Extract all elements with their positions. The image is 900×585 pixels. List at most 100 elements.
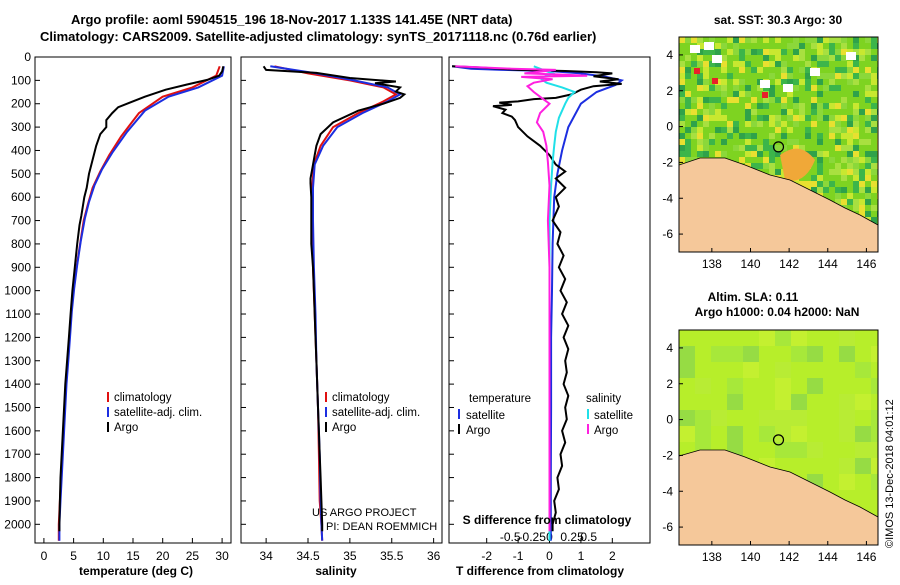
map-ytick-label: -2 xyxy=(662,155,673,169)
field-cell xyxy=(727,73,733,79)
field-cell xyxy=(775,330,791,346)
field-cell xyxy=(769,133,775,139)
field-cell xyxy=(781,67,787,73)
field-cell xyxy=(703,121,709,127)
field-cell xyxy=(807,378,823,394)
field-cell xyxy=(691,109,697,115)
warm-cell xyxy=(762,92,768,98)
xtick-label: 30 xyxy=(215,549,229,563)
field-cell xyxy=(811,109,817,115)
field-cell xyxy=(865,169,871,175)
field-cell xyxy=(841,37,847,43)
field-cell xyxy=(841,145,847,151)
field-cell xyxy=(781,103,787,109)
field-cell xyxy=(841,169,847,175)
xtick-label: 34.5 xyxy=(296,549,320,563)
field-cell xyxy=(829,169,835,175)
field-cell xyxy=(871,426,878,442)
field-cell xyxy=(793,97,799,103)
field-cell xyxy=(751,163,757,169)
field-cell xyxy=(829,181,835,187)
field-cell xyxy=(847,157,853,163)
field-cell xyxy=(859,169,865,175)
temperature-frame xyxy=(34,56,232,544)
field-cell xyxy=(871,217,877,223)
field-cell xyxy=(847,151,853,157)
map-ytick-label: -6 xyxy=(662,520,673,534)
field-cell xyxy=(817,109,823,115)
field-cell xyxy=(817,175,823,181)
field-cell xyxy=(791,330,807,346)
field-cell xyxy=(757,115,763,121)
field-cell xyxy=(811,43,817,49)
field-cell xyxy=(751,97,757,103)
field-cell xyxy=(799,109,805,115)
argo-position-marker xyxy=(772,434,785,446)
field-cell xyxy=(871,187,877,193)
sst-map-title: sat. SST: 30.3 Argo: 30 xyxy=(714,13,843,27)
field-cell xyxy=(769,169,775,175)
temperature-axis-label: temperature (deg C) xyxy=(79,564,193,578)
field-cell xyxy=(715,97,721,103)
field-cell xyxy=(709,139,715,145)
field-cell xyxy=(853,157,859,163)
field-cell xyxy=(733,79,739,85)
field-cell xyxy=(835,115,841,121)
field-cell xyxy=(721,67,727,73)
field-cell xyxy=(697,151,703,157)
field-cell xyxy=(811,103,817,109)
field-cell xyxy=(745,133,751,139)
field-cell xyxy=(811,175,817,181)
field-cell xyxy=(871,91,877,97)
field-cell xyxy=(871,109,877,115)
field-cell xyxy=(775,97,781,103)
xtick-label: 35.5 xyxy=(380,549,404,563)
field-cell xyxy=(817,79,823,85)
field-cell xyxy=(871,37,877,43)
field-cell xyxy=(839,410,855,426)
field-cell xyxy=(855,394,871,410)
field-cell xyxy=(727,49,733,55)
field-cell xyxy=(751,67,757,73)
field-cell xyxy=(679,85,685,91)
field-cell xyxy=(871,43,877,49)
field-cell xyxy=(763,49,769,55)
xtick-label: 35 xyxy=(343,549,357,563)
field-cell xyxy=(685,97,691,103)
field-cell xyxy=(799,145,805,151)
field-cell xyxy=(691,37,697,43)
field-cell xyxy=(823,103,829,109)
sla-map: 138 140 142 144 146 4 2 0 -2 -4 -6 xyxy=(662,329,879,564)
temperature-line-2 xyxy=(58,66,225,532)
ytick-label: 1400 xyxy=(4,377,31,391)
field-cell xyxy=(763,97,769,103)
field-cell xyxy=(787,91,793,97)
field-cell xyxy=(793,37,799,43)
field-cell xyxy=(859,73,865,79)
field-cell xyxy=(711,410,727,426)
field-cell xyxy=(757,151,763,157)
ytick-label: 1700 xyxy=(4,447,31,461)
field-cell xyxy=(751,37,757,43)
field-cell xyxy=(757,121,763,127)
field-cell xyxy=(817,115,823,121)
field-cell xyxy=(811,97,817,103)
field-cell xyxy=(807,346,823,362)
field-cell xyxy=(865,115,871,121)
field-cell xyxy=(697,115,703,121)
field-cell xyxy=(865,37,871,43)
field-cell xyxy=(865,127,871,133)
field-cell xyxy=(817,163,823,169)
field-cell xyxy=(829,85,835,91)
land-mass xyxy=(679,157,878,252)
legend-item: Argo xyxy=(466,425,490,437)
field-cell xyxy=(853,121,859,127)
field-cell xyxy=(835,37,841,43)
field-cell xyxy=(865,91,871,97)
field-cell xyxy=(679,79,685,85)
missing-data-cell xyxy=(712,55,722,63)
warm-cell xyxy=(694,68,700,74)
field-cell xyxy=(703,139,709,145)
field-cell xyxy=(799,67,805,73)
